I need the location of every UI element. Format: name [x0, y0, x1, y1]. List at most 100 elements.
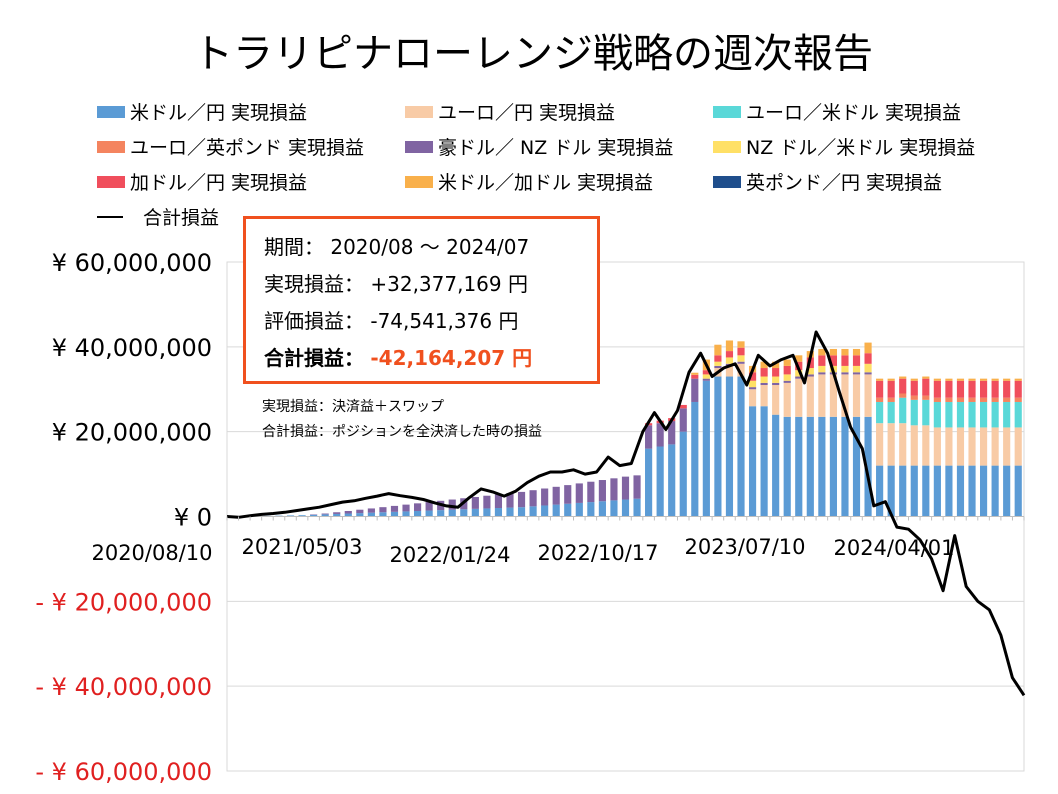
bar-segment	[390, 511, 399, 517]
bar-segment	[598, 501, 606, 517]
bar-segment	[979, 380, 988, 398]
bar-segment	[691, 401, 699, 517]
bar-segment	[933, 397, 941, 402]
legend-label: NZ ドル／米ドル 実現損益	[746, 137, 975, 159]
bar-segment	[552, 486, 560, 505]
bar-segment	[910, 380, 918, 396]
bar-segment	[829, 416, 837, 517]
bar-segment	[760, 385, 768, 407]
bar-segment	[702, 378, 710, 381]
legend-label: 豪ドル／ NZ ドル 実現損益	[438, 137, 673, 159]
y-axis: ¥ 60,000,000 ¥ 40,000,000 ¥ 20,000,000 ¥ 0 -…	[35, 249, 212, 786]
bar-segment	[483, 495, 491, 509]
bar-segment	[876, 423, 884, 466]
x-tick-label: 2024/04/01	[833, 536, 954, 560]
bar-segment	[876, 465, 884, 517]
bar-segment	[887, 423, 895, 466]
bar-segment	[841, 348, 849, 356]
bar-segment	[968, 380, 976, 398]
bar-segment	[979, 397, 988, 402]
legend-swatch	[97, 141, 125, 153]
bar-segment	[841, 372, 849, 375]
bar-segment	[529, 506, 537, 517]
bar-segment	[760, 382, 768, 386]
bar-segment	[783, 359, 791, 366]
bar-segment	[864, 372, 872, 375]
bar-segment	[841, 365, 849, 373]
bar-segment	[552, 504, 560, 517]
bar-segment	[737, 376, 745, 517]
bar-segment	[864, 374, 872, 417]
bar-segment	[910, 395, 918, 400]
bar-segment	[806, 376, 814, 417]
bar-segment	[956, 427, 965, 466]
bar-segment	[656, 423, 664, 447]
plot-area	[226, 261, 1026, 772]
bar-segment	[437, 510, 445, 517]
x-axis: 2020/08/10 2021/05/03 2022/01/24 2022/10/17…	[91, 516, 1025, 567]
bar-segment	[945, 380, 953, 398]
note-realized: 実現損益：決済益＋スワップ	[262, 399, 444, 415]
bar-segment	[460, 509, 468, 517]
bar-segment	[945, 378, 953, 381]
bar-segment	[529, 490, 537, 507]
bar-segment	[448, 499, 456, 510]
legend-label: 米ドル／加ドル 実現損益	[438, 172, 653, 194]
bar-segment	[806, 368, 814, 375]
bar-segment	[379, 512, 387, 517]
bar-segment	[725, 376, 734, 517]
bar-segment	[852, 365, 861, 373]
bar-segment	[968, 427, 976, 466]
bar-segment	[829, 355, 837, 366]
bar-segment	[887, 378, 895, 381]
legend-swatch	[405, 106, 433, 118]
bar-segment	[310, 514, 318, 517]
y-tick-label: ¥ 40,000,000	[52, 334, 212, 362]
legend-label: 英ポンド／円 実現損益	[746, 172, 942, 194]
total-value: -42,164,207 円	[370, 346, 533, 370]
bar-segment	[621, 499, 630, 517]
bar-segment	[679, 431, 687, 517]
bar-segment	[899, 465, 907, 517]
bar-segment	[1003, 378, 1011, 381]
bar-segment	[668, 421, 676, 445]
bar-segment	[818, 416, 826, 517]
bar-segment	[679, 404, 687, 409]
legend-swatch	[405, 141, 433, 153]
bar-segment	[748, 406, 757, 517]
bar-segment	[471, 508, 479, 517]
bar-segment	[876, 378, 884, 381]
bar-segment	[979, 401, 988, 428]
bar-segment	[852, 348, 861, 356]
bar-segment	[887, 380, 895, 398]
bar-segment	[737, 361, 745, 364]
bar-segment	[425, 510, 433, 517]
bar-segment	[645, 448, 653, 517]
period-label: 期間：	[264, 235, 324, 259]
bar-segment	[321, 514, 329, 517]
bar-segment	[806, 416, 814, 517]
bar-segment	[852, 355, 861, 366]
legend-label: ユーロ／英ポンド 実現損益	[130, 137, 364, 159]
bar-segment	[737, 355, 745, 362]
bar-segment	[737, 347, 745, 356]
bar-segment	[333, 512, 341, 514]
bar-segment	[876, 380, 884, 398]
bar-segment	[933, 401, 941, 428]
bar-segment	[876, 401, 884, 424]
legend-swatch	[97, 176, 125, 188]
bar-segment	[356, 513, 364, 517]
bar-segment	[910, 378, 918, 381]
bar-segment	[575, 483, 583, 503]
bar-segment	[829, 374, 837, 417]
bar-segment	[922, 399, 930, 426]
bar-segment	[864, 353, 872, 364]
legend-swatch	[97, 106, 125, 118]
bar-segment	[922, 395, 930, 400]
bar-segment	[864, 363, 872, 373]
bar-segment	[899, 393, 907, 398]
bar-segment	[806, 374, 814, 377]
bar-segment	[1003, 465, 1011, 517]
bar-segment	[760, 361, 768, 369]
